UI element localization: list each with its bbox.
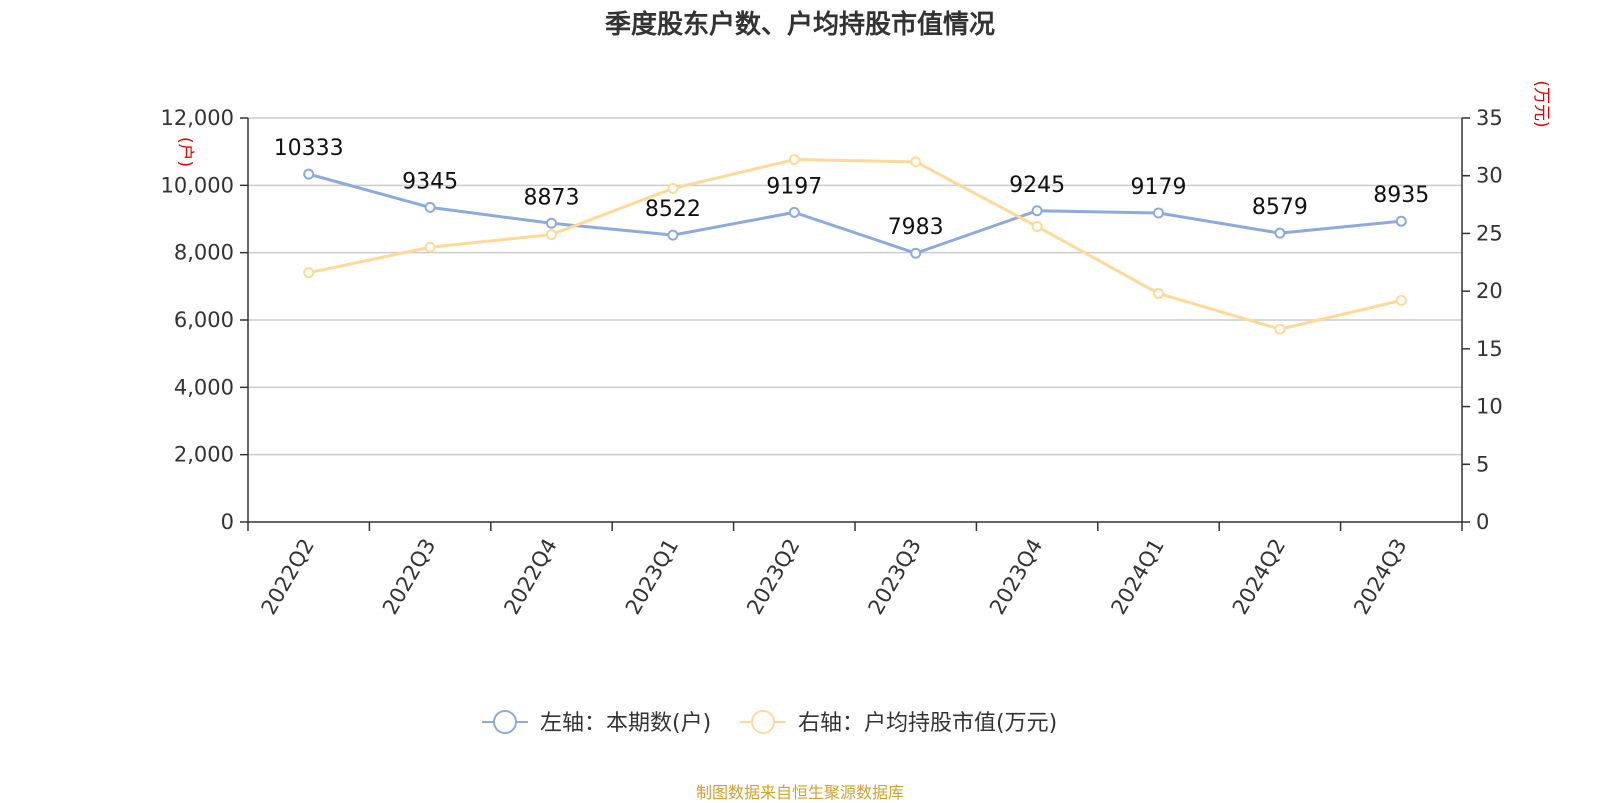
- data-label: 7983: [888, 215, 944, 240]
- x-axis-tick-label: 2024Q1: [1106, 535, 1168, 619]
- series-0-point: [1274, 227, 1286, 239]
- grid-lines: [248, 117, 1462, 456]
- left-axis-tick-label: 10,000: [161, 173, 234, 197]
- x-axis-tick-label: 2023Q2: [742, 535, 804, 619]
- right-axis-tick-label: 5: [1476, 452, 1489, 476]
- x-axis-tick-label: 2023Q3: [864, 535, 926, 619]
- data-label: 9245: [1009, 173, 1065, 198]
- series-line-0: [308, 172, 1402, 255]
- data-labels: 10333 9345 8873 8522 9197 7983 9245 9179 8579 893…: [274, 136, 1430, 240]
- data-label: 10333: [274, 136, 344, 161]
- left-axis-tick-label: 6,000: [174, 308, 234, 332]
- left-axis-tick-label: 2,000: [174, 443, 234, 467]
- x-axis-tick-label: 2022Q2: [257, 535, 319, 619]
- x-axis-tick-label: 2024Q3: [1349, 535, 1411, 619]
- legend-label: 右轴：户均持股市值(万元): [798, 711, 1057, 736]
- legend: 左轴：本期数(户) 右轴：户均持股市值(万元): [482, 710, 1057, 736]
- left-axis-tick-label: 8,000: [174, 241, 234, 265]
- data-label: 8935: [1373, 183, 1429, 208]
- right-axis-tick-label: 10: [1476, 395, 1503, 419]
- series-0-point: [788, 206, 800, 218]
- source-note: 制图数据来自恒生聚源数据库: [695, 783, 904, 802]
- legend-item-0: 左轴：本期数(户): [482, 710, 711, 736]
- series-0-point: [303, 168, 315, 180]
- series-1-point: [788, 154, 800, 166]
- series-1-point: [1031, 221, 1043, 233]
- left-axis-unit: (户): [175, 137, 195, 167]
- series-1-point: [546, 229, 557, 241]
- data-label: 8522: [645, 197, 701, 222]
- series-0-point: [424, 201, 436, 213]
- series-1-point: [303, 267, 315, 279]
- series-0-point: [910, 247, 922, 259]
- data-label: 8579: [1252, 195, 1308, 220]
- right-axis-tick-label: 25: [1476, 221, 1503, 245]
- series-1-point: [1274, 323, 1286, 335]
- x-axis-tick-label: 2022Q4: [499, 535, 561, 619]
- series-1-point: [667, 182, 679, 194]
- data-label: 9345: [402, 169, 458, 194]
- legend-marker: [751, 710, 775, 734]
- series-1-point: [910, 156, 922, 168]
- series-0-point: [667, 229, 679, 241]
- x-axis-tick-label: 2024Q2: [1228, 535, 1290, 619]
- series-line-1: [308, 158, 1402, 331]
- series: [303, 154, 1407, 335]
- chart-title: 季度股东户数、户均持股市值情况: [604, 10, 995, 40]
- series-0-point: [1395, 215, 1407, 227]
- right-axis-tick-label: 20: [1476, 279, 1503, 303]
- right-axis-tick-label: 0: [1476, 510, 1489, 534]
- series-1-point: [1153, 287, 1164, 299]
- series-0-point: [1031, 205, 1043, 217]
- left-axis-tick-label: 0: [221, 510, 234, 534]
- data-label: 9179: [1131, 175, 1187, 200]
- series-0-point: [546, 217, 557, 229]
- legend-label: 左轴：本期数(户): [540, 711, 711, 736]
- right-axis-tick-label: 15: [1476, 337, 1503, 361]
- series-1-point: [424, 241, 436, 253]
- legend-marker: [493, 710, 517, 734]
- legend-item-1: 右轴：户均持股市值(万元): [740, 710, 1057, 736]
- right-axis-unit: (万元): [1531, 80, 1551, 127]
- series-1-point: [1395, 294, 1407, 306]
- left-axis-tick-label: 4,000: [174, 375, 234, 399]
- series-0-point: [1153, 207, 1164, 219]
- right-axis-tick-label: 35: [1476, 106, 1503, 130]
- right-axis-tick-label: 30: [1476, 164, 1503, 188]
- data-label: 8873: [524, 185, 580, 210]
- x-axis-tick-label: 2022Q3: [378, 535, 440, 619]
- left-axis-tick-label: 12,000: [161, 106, 234, 130]
- x-axis-tick-label: 2023Q1: [621, 535, 683, 619]
- x-axis-tick-label: 2023Q4: [985, 535, 1047, 619]
- data-label: 9197: [766, 174, 822, 199]
